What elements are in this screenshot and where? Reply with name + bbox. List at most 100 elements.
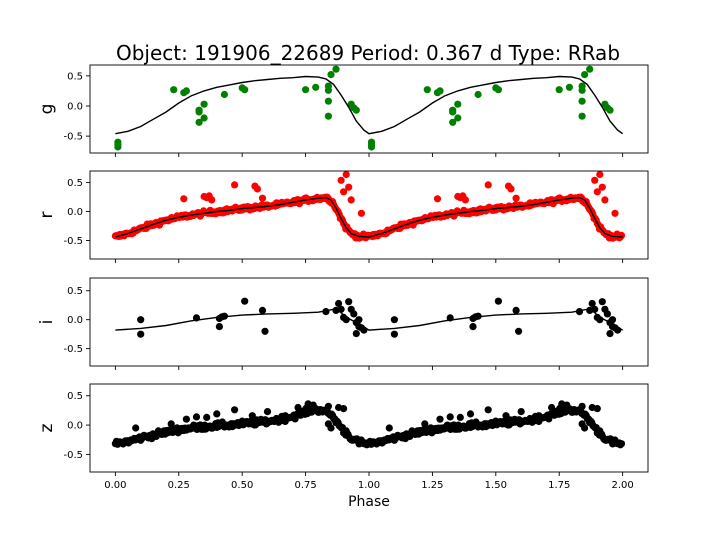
- data-point-r: [617, 231, 626, 239]
- data-point-g: [220, 90, 228, 99]
- data-point-i: [137, 330, 145, 338]
- data-point-g: [114, 143, 122, 151]
- y-tick-label-i: -0.5: [63, 344, 83, 355]
- model-curve-i: [115, 308, 623, 331]
- data-point-g: [436, 87, 444, 95]
- data-point-i: [355, 316, 363, 324]
- data-point-g: [454, 114, 462, 122]
- data-point-g: [454, 100, 462, 108]
- x-tick-label: 1.25: [421, 480, 443, 491]
- data-point-i: [137, 316, 145, 324]
- data-point-z: [324, 402, 332, 410]
- data-point-g: [581, 71, 589, 79]
- data-point-i: [352, 330, 360, 338]
- data-point-r: [347, 196, 355, 204]
- y-axis-label-i: i: [37, 320, 57, 325]
- data-point-i: [512, 306, 520, 314]
- data-point-g: [555, 86, 563, 94]
- model-curve-g: [115, 75, 624, 135]
- data-point-r: [364, 231, 372, 239]
- data-point-g: [578, 86, 586, 94]
- data-point-z: [182, 415, 190, 423]
- data-point-r: [208, 196, 216, 204]
- data-point-z: [132, 424, 140, 432]
- data-point-z: [248, 412, 256, 420]
- x-tick-label: 0.75: [294, 480, 316, 491]
- data-point-z: [596, 427, 604, 435]
- data-point-g: [195, 118, 203, 126]
- data-point-g: [494, 86, 502, 94]
- data-point-i: [261, 327, 269, 335]
- data-point-r: [433, 195, 442, 203]
- data-point-r: [611, 209, 619, 217]
- y-tick-label-z: -0.5: [63, 450, 83, 461]
- data-point-g: [327, 71, 335, 79]
- y-tick-label-r: 0.0: [67, 207, 83, 218]
- data-point-i: [608, 316, 617, 324]
- data-point-z: [238, 419, 246, 427]
- data-point-z: [327, 424, 335, 432]
- data-point-z: [231, 406, 239, 414]
- plot-area-i: [115, 297, 623, 338]
- data-point-z: [342, 427, 350, 435]
- data-point-r: [231, 181, 239, 189]
- y-tick-label-i: 0.0: [67, 315, 83, 326]
- data-point-z: [484, 406, 492, 414]
- panel-z: 0.5 0.0 -0.5 0.00 0.25 0.50 0.75 1.00 1.25 1.50 1.…: [37, 383, 649, 491]
- data-point-z: [492, 419, 500, 427]
- data-point-z: [446, 413, 454, 421]
- data-point-z: [340, 405, 348, 413]
- data-point-r: [253, 185, 261, 193]
- x-tick-label: 0.25: [168, 480, 190, 491]
- data-point-r: [342, 171, 350, 179]
- data-point-z: [309, 401, 317, 409]
- data-point-g: [449, 108, 457, 116]
- data-point-g: [578, 112, 586, 120]
- model-curve-z: [115, 409, 623, 445]
- data-point-r: [507, 185, 515, 193]
- data-point-r: [596, 171, 604, 179]
- data-point-g: [195, 108, 203, 116]
- y-tick-label-r: 0.5: [67, 178, 83, 189]
- data-point-g: [302, 86, 310, 94]
- data-point-z: [192, 413, 201, 421]
- y-tick-label-g: 0.0: [67, 101, 83, 112]
- data-point-g: [474, 90, 482, 99]
- data-point-g: [170, 86, 178, 94]
- data-point-i: [588, 299, 596, 308]
- data-point-g: [182, 87, 190, 95]
- data-point-i: [335, 299, 343, 308]
- data-point-z: [436, 415, 444, 423]
- panel-i: 0.5 0.0 -0.5 i: [37, 277, 649, 370]
- data-point-z: [548, 403, 556, 412]
- data-point-i: [598, 298, 606, 306]
- y-axis-label-g: g: [37, 104, 57, 115]
- data-point-r: [357, 209, 365, 217]
- data-point-z: [294, 403, 302, 412]
- data-point-r: [598, 183, 606, 191]
- data-point-g: [449, 118, 457, 126]
- data-point-g: [352, 106, 360, 114]
- panels: 0.5 0.0 -0.5 g 0.5 0.0 -0.5 r 0.5 0.0 -0.5 i 0.5 0.0 -…: [37, 64, 649, 491]
- data-point-g: [312, 83, 320, 91]
- data-point-z: [421, 420, 429, 428]
- x-tick-label: 1.75: [548, 480, 570, 491]
- data-point-g: [578, 97, 586, 105]
- y-tick-label-g: 0.5: [67, 71, 83, 82]
- data-point-z: [581, 424, 589, 432]
- y-axis-label-z: z: [37, 423, 57, 432]
- x-tick-label: 1.50: [485, 480, 507, 491]
- data-point-g: [324, 97, 332, 105]
- data-point-z: [563, 401, 571, 409]
- plot-area-r: [111, 171, 626, 242]
- data-point-i: [494, 297, 502, 305]
- data-point-z: [502, 412, 510, 420]
- x-axis-label: Phase: [348, 494, 390, 510]
- panel-r: 0.5 0.0 -0.5 r: [37, 170, 649, 263]
- y-tick-label-g: -0.5: [63, 132, 83, 143]
- data-point-g: [324, 112, 332, 120]
- model-curve-r: [115, 196, 623, 238]
- x-tick-label: 2.00: [612, 480, 634, 491]
- data-point-i: [515, 327, 523, 335]
